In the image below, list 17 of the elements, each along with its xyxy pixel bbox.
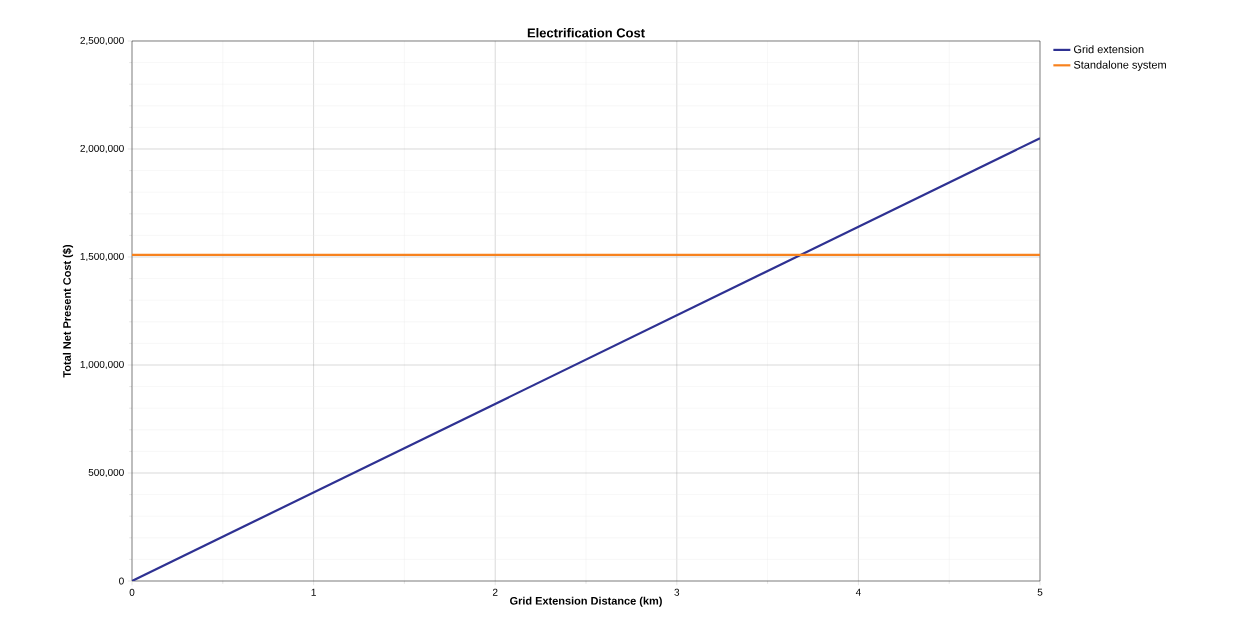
chart-title: Electrification Cost [527,27,645,38]
x-tick-label: 4 [855,588,861,596]
legend-label: Standalone system [1073,60,1166,71]
y-tick-label: 1,500,000 [80,252,124,262]
x-tick-label: 1 [311,588,316,596]
x-tick-label: 3 [674,588,680,596]
x-tick-label: 0 [129,588,135,596]
legend-label: Grid extension [1074,45,1144,54]
y-tick-label: 0 [119,577,124,585]
x-axis-title: Grid Extension Distance (km) [510,596,662,607]
y-tick-label: 1,000,000 [80,360,124,370]
y-axis-title: Total Net Present Cost ($) [62,244,74,378]
y-tick-label: 500,000 [88,468,124,478]
x-tick-label: 2 [492,588,498,596]
x-tick-label: 5 [1037,588,1043,596]
y-tick-label: 2,000,000 [80,144,124,154]
y-tick-label: 2,500,000 [80,36,124,46]
